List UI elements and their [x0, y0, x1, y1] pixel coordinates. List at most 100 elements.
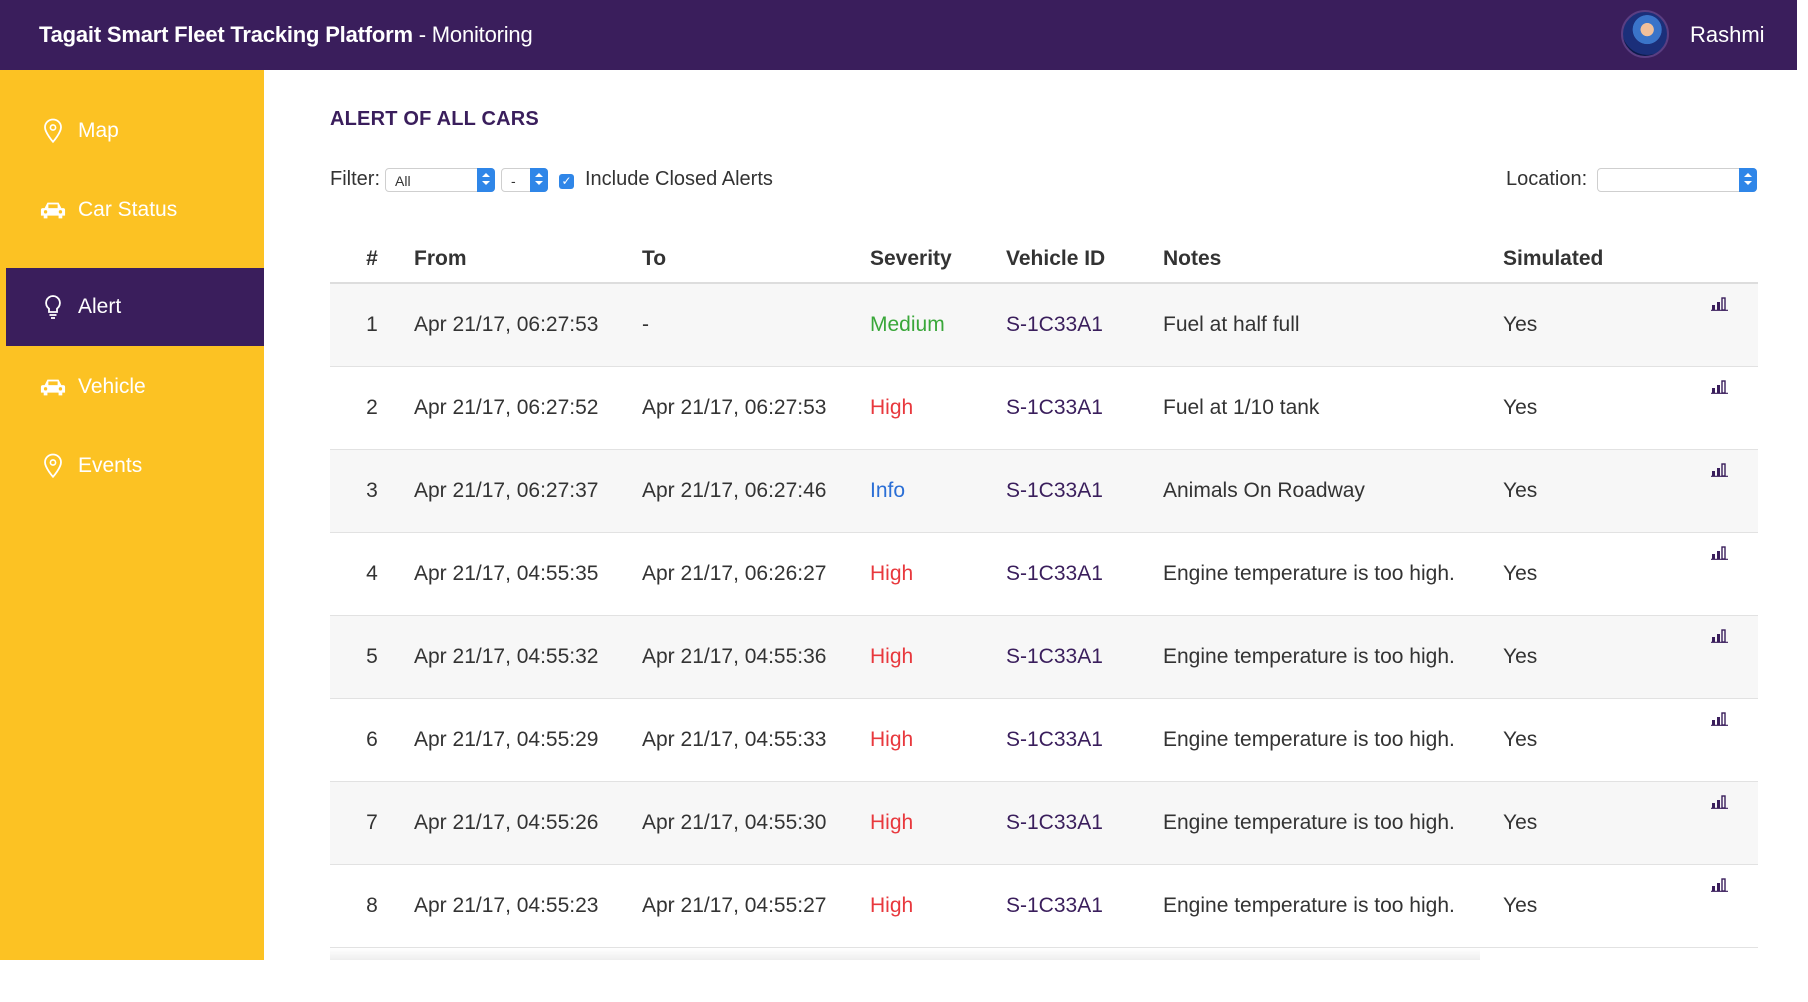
- car-icon: [40, 374, 66, 400]
- select-arrows-icon: [530, 168, 548, 192]
- cell-simulated: Yes: [1503, 532, 1693, 616]
- secondary-filter-select[interactable]: -: [501, 168, 548, 192]
- sidebar-item-label: Car Status: [78, 198, 178, 221]
- sidebar-item-map[interactable]: Map: [0, 92, 264, 170]
- cell-from: Apr 21/17, 06:27:52: [414, 366, 642, 450]
- cell-from: Apr 21/17, 04:55:35: [414, 532, 642, 616]
- filter-select[interactable]: All: [385, 168, 495, 192]
- cell-to: Apr 21/17, 06:27:53: [642, 366, 870, 450]
- column-header-notes[interactable]: Notes: [1163, 235, 1503, 284]
- column-header-actions: [1693, 235, 1758, 284]
- cell-simulated: Yes: [1503, 449, 1693, 533]
- cell-vehicle-id: S-1C33A1: [1006, 698, 1163, 782]
- table-row[interactable]: 2 Apr 21/17, 06:27:52 Apr 21/17, 06:27:53 H…: [330, 366, 1758, 450]
- cell-simulated: Yes: [1503, 283, 1693, 367]
- location-select[interactable]: [1597, 168, 1757, 192]
- column-header-to[interactable]: To: [642, 235, 870, 284]
- cell-vehicle-id: S-1C33A1: [1006, 532, 1163, 616]
- cell-vehicle-id: S-1C33A1: [1006, 283, 1163, 367]
- cell-notes: Animals On Roadway: [1163, 449, 1503, 533]
- cell-to: -: [642, 283, 870, 367]
- cell-severity: High: [870, 615, 1006, 699]
- user-avatar[interactable]: [1621, 10, 1669, 58]
- table-row[interactable]: 7 Apr 21/17, 04:55:26 Apr 21/17, 04:55:30 H…: [330, 781, 1758, 865]
- cell-to: Apr 21/17, 06:26:27: [642, 532, 870, 616]
- filter-label: Filter:: [330, 168, 380, 190]
- cell-from: Apr 21/17, 04:55:26: [414, 781, 642, 865]
- column-header-vehicle-id[interactable]: Vehicle ID: [1006, 235, 1163, 284]
- user-name[interactable]: Rashmi: [1690, 22, 1765, 47]
- cell-number: 1: [330, 283, 414, 367]
- map-pin-icon: [40, 118, 66, 144]
- app-title-name: Tagait Smart Fleet Tracking Platform: [39, 22, 413, 47]
- include-closed-checkbox[interactable]: ✓: [559, 174, 574, 189]
- column-header-from[interactable]: From: [414, 235, 642, 284]
- cell-simulated: Yes: [1503, 615, 1693, 699]
- cell-actions: [1693, 366, 1758, 450]
- app-window: Tagait Smart Fleet Tracking Platform - M…: [0, 0, 1797, 960]
- cell-actions: [1693, 532, 1758, 616]
- alerts-table: # From To Severity Vehicle ID Notes Simu…: [330, 235, 1758, 948]
- car-icon: [40, 197, 66, 223]
- cell-severity: High: [870, 781, 1006, 865]
- sidebar-item-label: Events: [78, 454, 143, 477]
- cell-vehicle-id: S-1C33A1: [1006, 615, 1163, 699]
- table-row[interactable]: 6 Apr 21/17, 04:55:29 Apr 21/17, 04:55:33 H…: [330, 698, 1758, 782]
- cell-actions: [1693, 781, 1758, 865]
- sidebar-item-car-status[interactable]: Car Status: [0, 171, 264, 249]
- include-closed-label[interactable]: Include Closed Alerts: [585, 168, 773, 190]
- cell-number: 4: [330, 532, 414, 616]
- sidebar-item-alert[interactable]: Alert: [0, 268, 264, 346]
- cell-number: 8: [330, 864, 414, 948]
- app-title-section: - Monitoring: [412, 22, 533, 47]
- location-label: Location:: [1506, 168, 1588, 190]
- select-arrows-icon: [1739, 168, 1757, 192]
- column-header-number[interactable]: #: [330, 235, 414, 284]
- cell-to: Apr 21/17, 04:55:33: [642, 698, 870, 782]
- column-header-simulated[interactable]: Simulated: [1503, 235, 1693, 284]
- table-row[interactable]: 3 Apr 21/17, 06:27:37 Apr 21/17, 06:27:46 I…: [330, 449, 1758, 533]
- cell-notes: Engine temperature is too high.: [1163, 781, 1503, 865]
- cell-simulated: Yes: [1503, 781, 1693, 865]
- table-row[interactable]: 1 Apr 21/17, 06:27:53- Medium S-1C33A1 Fuel …: [330, 283, 1758, 367]
- sidebar-item-label: Alert: [78, 295, 122, 318]
- table-row[interactable]: 5 Apr 21/17, 04:55:32 Apr 21/17, 04:55:36 H…: [330, 615, 1758, 699]
- cell-from: Apr 21/17, 04:55:32: [414, 615, 642, 699]
- secondary-filter-value: -: [511, 173, 516, 189]
- cell-severity: High: [870, 532, 1006, 616]
- cell-to: Apr 21/17, 04:55:27: [642, 864, 870, 948]
- scroll-shadow: [330, 948, 1480, 960]
- cell-actions: [1693, 449, 1758, 533]
- cell-notes: Engine temperature is too high.: [1163, 532, 1503, 616]
- sidebar-item-events[interactable]: Events: [0, 427, 264, 505]
- cell-simulated: Yes: [1503, 864, 1693, 948]
- cell-notes: Engine temperature is too high.: [1163, 698, 1503, 782]
- filter-bar: Filter: All - ✓ Include Closed Alerts Lo…: [330, 166, 1758, 196]
- cell-notes: Fuel at 1/10 tank: [1163, 366, 1503, 450]
- cell-severity: High: [870, 366, 1006, 450]
- cell-severity: Medium: [870, 283, 1006, 367]
- cell-from: Apr 21/17, 06:27:37: [414, 449, 642, 533]
- cell-from: Apr 21/17, 04:55:29: [414, 698, 642, 782]
- cell-number: 5: [330, 615, 414, 699]
- column-header-severity[interactable]: Severity: [870, 235, 1006, 284]
- app-title: Tagait Smart Fleet Tracking Platform - M…: [39, 22, 533, 48]
- cell-vehicle-id: S-1C33A1: [1006, 864, 1163, 948]
- cell-vehicle-id: S-1C33A1: [1006, 449, 1163, 533]
- cell-to: Apr 21/17, 04:55:30: [642, 781, 870, 865]
- sidebar-item-label: Vehicle: [78, 375, 146, 398]
- cell-vehicle-id: S-1C33A1: [1006, 781, 1163, 865]
- select-arrows-icon: [477, 168, 495, 192]
- cell-from: Apr 21/17, 04:55:23: [414, 864, 642, 948]
- lightbulb-icon: [40, 294, 66, 320]
- cell-notes: Engine temperature is too high.: [1163, 864, 1503, 948]
- cell-actions: [1693, 864, 1758, 948]
- table-row[interactable]: 8 Apr 21/17, 04:55:23 Apr 21/17, 04:55:27 H…: [330, 864, 1758, 948]
- table-row[interactable]: 4 Apr 21/17, 04:55:35 Apr 21/17, 06:26:27 H…: [330, 532, 1758, 616]
- cell-severity: High: [870, 864, 1006, 948]
- cell-simulated: Yes: [1503, 366, 1693, 450]
- sidebar-item-vehicle[interactable]: Vehicle: [0, 348, 264, 426]
- cell-severity: High: [870, 698, 1006, 782]
- top-bar: Tagait Smart Fleet Tracking Platform - M…: [0, 0, 1797, 70]
- cell-actions: [1693, 615, 1758, 699]
